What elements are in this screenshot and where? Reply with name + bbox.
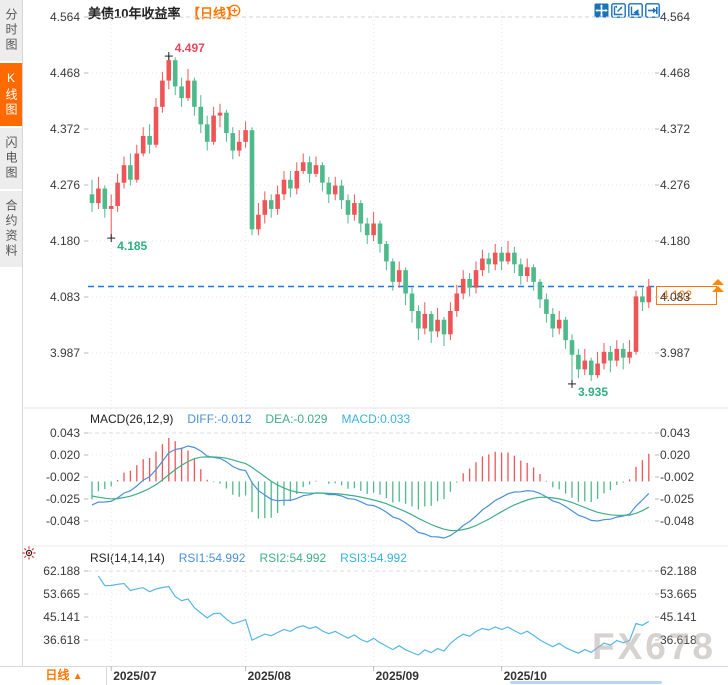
chevron-up-icon: ▲ bbox=[72, 671, 83, 682]
x-axis-label: 2025/07 bbox=[113, 669, 157, 683]
y-axis-label: 4.372 bbox=[49, 122, 80, 136]
y-axis-label: 3.987 bbox=[49, 346, 80, 360]
rsi-axis-label: 45.141 bbox=[660, 610, 697, 624]
macd-axis-label: -0.002 bbox=[660, 470, 695, 484]
x-axis-label: 2025/08 bbox=[247, 669, 291, 683]
add-indicator-icon[interactable] bbox=[228, 4, 241, 17]
y-axis-label: 3.987 bbox=[660, 346, 691, 360]
y-axis-label: 4.468 bbox=[49, 66, 80, 80]
interval-selector-label: 日线 bbox=[45, 668, 70, 682]
rsi-axis-label: 36.618 bbox=[660, 633, 697, 647]
macd-axis-label: -0.048 bbox=[660, 514, 695, 528]
go-latest-icon[interactable] bbox=[645, 3, 660, 18]
price-up-arrow-icon bbox=[712, 286, 724, 292]
time-axis-bar bbox=[0, 666, 728, 685]
macd-hist-value: MACD:0.033 bbox=[341, 412, 411, 426]
sidebar-item-1[interactable]: K线图 bbox=[0, 63, 22, 126]
x-axis-label: 2025/09 bbox=[375, 669, 419, 683]
macd-axis-label: 0.020 bbox=[49, 448, 80, 462]
y-axis-label: 4.276 bbox=[660, 178, 691, 192]
macd-legend: MACD(26,12,9) DIFF:-0.012 DEA:-0.029 MAC… bbox=[90, 412, 410, 426]
crosshair-pan-icon[interactable] bbox=[594, 3, 609, 18]
rsi-axis-label: 45.141 bbox=[43, 610, 80, 624]
macd-axis-label: 0.043 bbox=[49, 426, 80, 440]
rsi-axis-label: 53.665 bbox=[43, 587, 80, 601]
price-up-arrow-icon bbox=[712, 279, 724, 285]
y-axis-label: 4.372 bbox=[660, 122, 691, 136]
y-axis-label: 4.276 bbox=[49, 178, 80, 192]
rsi1-value: RSI1:54.992 bbox=[178, 551, 246, 565]
chart-type-sidebar: 分时图 K线图 闪电图 合约资料 bbox=[0, 0, 23, 685]
rsi-legend: RSI(14,14,14) RSI1:54.992 RSI2:54.992 RS… bbox=[90, 551, 407, 565]
rsi3-value: RSI3:54.992 bbox=[340, 551, 407, 565]
macd-diff-value: DIFF:-0.012 bbox=[187, 412, 252, 426]
macd-axis-label: 0.043 bbox=[660, 426, 691, 440]
current-price-label: 4.102 bbox=[656, 285, 717, 305]
y-axis-label: 4.180 bbox=[49, 234, 80, 248]
price-annotation: 4.497 bbox=[174, 41, 205, 56]
macd-axis-label: -0.025 bbox=[45, 492, 80, 506]
price-annotation: 4.185 bbox=[117, 239, 148, 254]
rsi-axis-label: 53.665 bbox=[660, 587, 697, 601]
y-axis-label: 4.564 bbox=[49, 10, 80, 24]
price-annotation: 3.935 bbox=[578, 384, 609, 399]
macd-axis-label: -0.002 bbox=[45, 470, 80, 484]
rsi-label: RSI(14,14,14) bbox=[90, 551, 165, 565]
rsi2-value: RSI2:54.992 bbox=[259, 551, 327, 565]
macd-axis-label: 0.020 bbox=[660, 448, 691, 462]
horizontal-scrollbar-thumb[interactable] bbox=[510, 681, 662, 684]
macd-dea-value: DEA:-0.029 bbox=[265, 412, 328, 426]
rsi-axis-label: 36.618 bbox=[43, 633, 80, 647]
y-axis-label: 4.180 bbox=[660, 234, 691, 248]
chart-toolbar bbox=[594, 3, 660, 18]
y-axis-label: 4.564 bbox=[660, 10, 691, 24]
macd-axis-label: -0.025 bbox=[660, 492, 695, 506]
macd-axis-label: -0.048 bbox=[45, 514, 80, 528]
x-axis-label: 2025/10 bbox=[503, 669, 547, 683]
sidebar-item-3[interactable]: 合约资料 bbox=[0, 191, 22, 267]
sidebar-item-2[interactable]: 闪电图 bbox=[0, 128, 22, 189]
rsi-axis-label: 62.188 bbox=[660, 564, 697, 578]
rsi-axis-label: 62.188 bbox=[43, 564, 80, 578]
macd-label: MACD(26,12,9) bbox=[90, 412, 174, 426]
y-axis-label: 4.083 bbox=[49, 290, 80, 304]
interval-selector[interactable]: 日线 ▲ bbox=[22, 666, 107, 685]
indicator-settings-icon[interactable] bbox=[22, 546, 36, 560]
sidebar-item-0[interactable]: 分时图 bbox=[0, 0, 22, 61]
axis-zoom-icon[interactable] bbox=[611, 3, 626, 18]
y-axis-label: 4.468 bbox=[660, 66, 691, 80]
y-axis-label: 4.083 bbox=[660, 290, 691, 304]
